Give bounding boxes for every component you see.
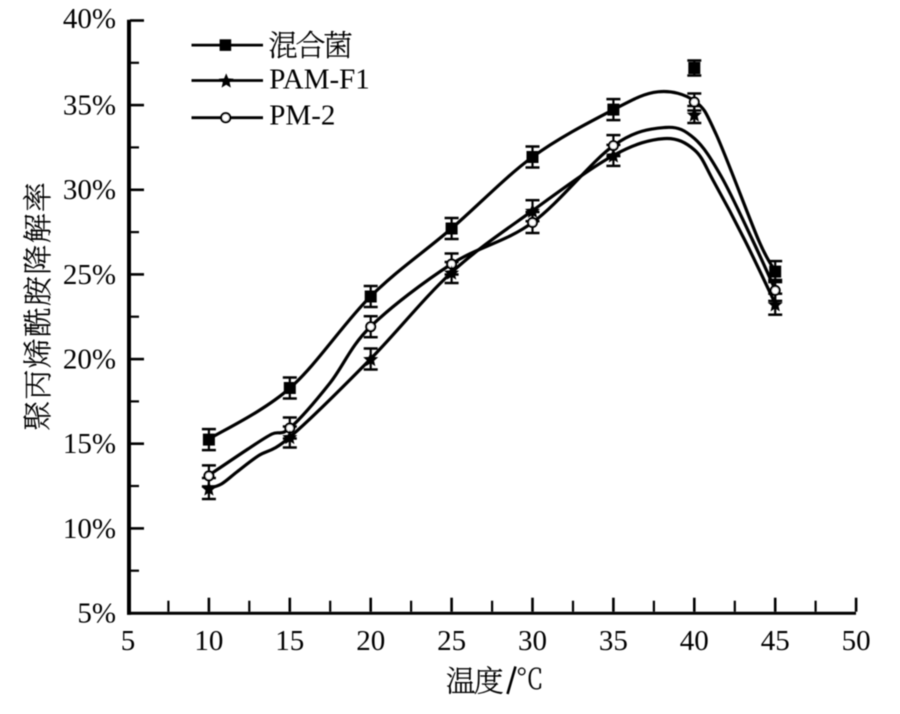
svg-text:10%: 10% (63, 513, 116, 545)
svg-text:PM-2: PM-2 (269, 99, 335, 131)
svg-text:30%: 30% (63, 174, 116, 206)
svg-text:15%: 15% (63, 428, 116, 460)
svg-text:30: 30 (518, 625, 547, 657)
svg-text:35: 35 (599, 625, 628, 657)
svg-text:45: 45 (761, 625, 790, 657)
svg-text:5%: 5% (77, 598, 116, 630)
svg-text:5: 5 (121, 625, 136, 657)
svg-text:35%: 35% (63, 90, 116, 122)
svg-text:25%: 25% (63, 259, 116, 291)
svg-text:20%: 20% (63, 344, 116, 376)
svg-text:50: 50 (842, 625, 871, 657)
svg-text:10: 10 (194, 625, 223, 657)
svg-text:25: 25 (437, 625, 466, 657)
svg-text:40: 40 (680, 625, 709, 657)
svg-text:15: 15 (275, 625, 304, 657)
svg-text:20: 20 (356, 625, 385, 657)
svg-text:PAM-F1: PAM-F1 (269, 64, 369, 96)
svg-text:40%: 40% (63, 3, 116, 35)
